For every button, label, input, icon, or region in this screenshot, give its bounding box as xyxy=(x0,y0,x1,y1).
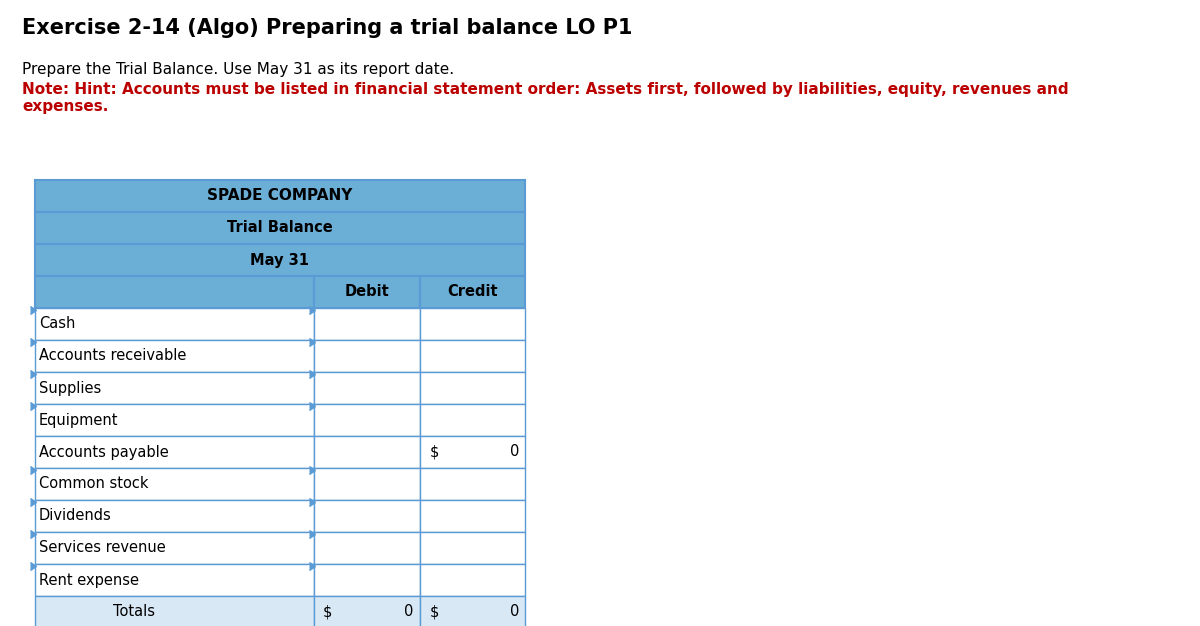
Bar xyxy=(35,244,526,276)
Text: Credit: Credit xyxy=(448,284,498,299)
Bar xyxy=(314,372,420,404)
Bar xyxy=(420,564,526,596)
Bar xyxy=(314,308,420,340)
Bar xyxy=(35,468,314,500)
Bar xyxy=(314,500,420,532)
Text: 0: 0 xyxy=(510,605,520,620)
Bar xyxy=(420,308,526,340)
Bar xyxy=(420,340,526,372)
Text: Equipment: Equipment xyxy=(38,413,119,428)
Bar xyxy=(420,436,526,468)
Text: Trial Balance: Trial Balance xyxy=(227,220,332,235)
Text: Dividends: Dividends xyxy=(38,508,112,523)
Bar xyxy=(420,596,526,626)
Bar xyxy=(35,212,526,244)
Bar xyxy=(35,404,314,436)
Bar xyxy=(420,404,526,436)
Bar xyxy=(35,500,314,532)
Bar xyxy=(314,468,420,500)
Bar xyxy=(420,468,526,500)
Text: Prepare the Trial Balance. Use May 31 as its report date.: Prepare the Trial Balance. Use May 31 as… xyxy=(22,62,454,77)
Bar xyxy=(35,372,314,404)
Text: $: $ xyxy=(430,444,439,459)
Bar xyxy=(314,532,420,564)
Bar xyxy=(314,596,420,626)
Text: Rent expense: Rent expense xyxy=(38,573,139,587)
Bar xyxy=(35,276,314,308)
Bar xyxy=(420,372,526,404)
Bar xyxy=(420,532,526,564)
Text: May 31: May 31 xyxy=(251,252,310,267)
Bar xyxy=(35,564,314,596)
Text: Common stock: Common stock xyxy=(38,476,149,491)
Text: 0: 0 xyxy=(404,605,414,620)
Text: $: $ xyxy=(323,605,331,620)
Text: SPADE COMPANY: SPADE COMPANY xyxy=(208,188,353,203)
Bar xyxy=(35,180,526,212)
Text: Note: Hint: Accounts must be listed in financial statement order: Assets first, : Note: Hint: Accounts must be listed in f… xyxy=(22,82,1069,115)
Bar xyxy=(35,340,314,372)
Bar xyxy=(314,340,420,372)
Text: Cash: Cash xyxy=(38,317,76,332)
Text: Accounts payable: Accounts payable xyxy=(38,444,169,459)
Bar xyxy=(314,404,420,436)
Bar xyxy=(35,436,314,468)
Text: Debit: Debit xyxy=(344,284,389,299)
Bar xyxy=(420,500,526,532)
Text: Accounts receivable: Accounts receivable xyxy=(38,349,186,364)
Bar xyxy=(35,308,314,340)
Bar xyxy=(314,276,420,308)
Text: 0: 0 xyxy=(510,444,520,459)
Bar xyxy=(314,564,420,596)
Text: Totals: Totals xyxy=(113,605,155,620)
Bar xyxy=(420,276,526,308)
Bar xyxy=(35,532,314,564)
Bar xyxy=(314,436,420,468)
Text: Services revenue: Services revenue xyxy=(38,540,166,555)
Bar xyxy=(35,596,314,626)
Text: Exercise 2-14 (Algo) Preparing a trial balance LO P1: Exercise 2-14 (Algo) Preparing a trial b… xyxy=(22,18,632,38)
Text: Supplies: Supplies xyxy=(38,381,101,396)
Text: $: $ xyxy=(430,605,439,620)
